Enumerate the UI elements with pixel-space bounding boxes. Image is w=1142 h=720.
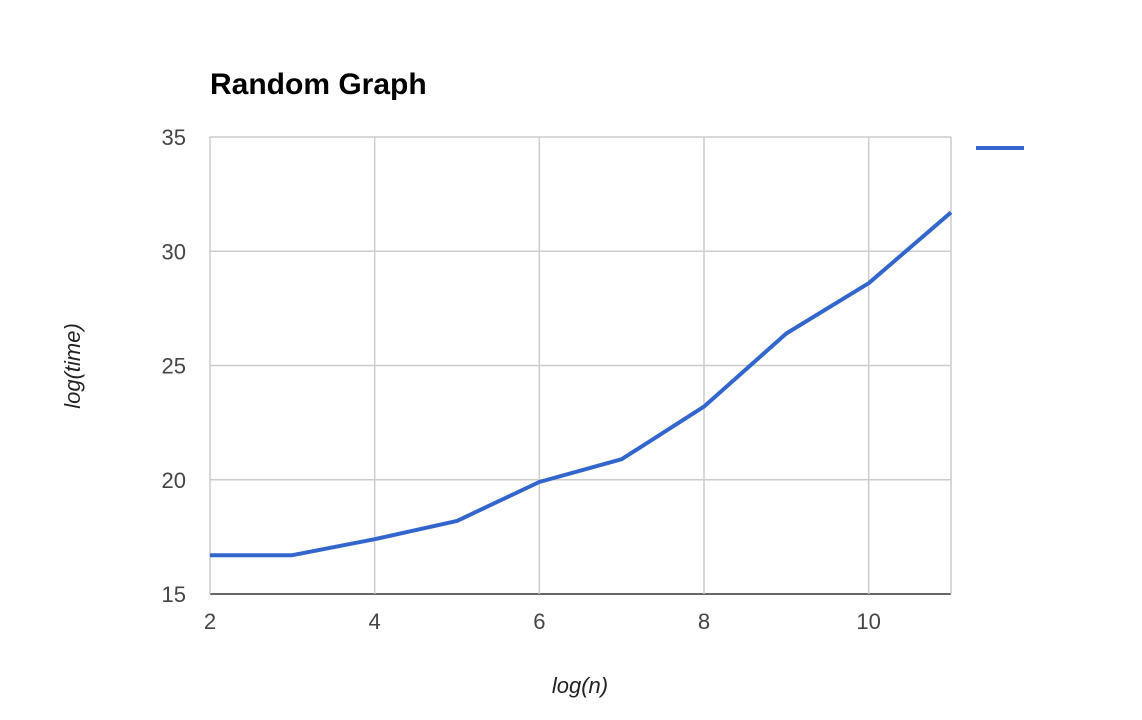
x-axis-ticks: 2 4 6 8 10: [204, 609, 881, 634]
data-point: [867, 281, 871, 285]
series-layer: [208, 210, 953, 558]
x-tick-label: 4: [369, 609, 381, 634]
grid: [209, 136, 952, 595]
data-point: [784, 332, 788, 336]
data-point: [949, 210, 953, 214]
data-point: [373, 537, 377, 541]
data-point: [208, 553, 212, 557]
x-tick-label: 6: [533, 609, 545, 634]
x-axis-title: log(n): [552, 673, 608, 698]
x-tick-label: 10: [856, 609, 880, 634]
y-tick-label: 35: [162, 125, 186, 150]
data-point: [702, 405, 706, 409]
data-point: [455, 519, 459, 523]
y-tick-label: 20: [162, 468, 186, 493]
x-tick-label: 2: [204, 609, 216, 634]
series-line: [210, 210, 953, 558]
y-tick-label: 25: [162, 354, 186, 379]
chart-title: Random Graph: [210, 68, 427, 101]
data-point: [290, 553, 294, 557]
data-point: [620, 457, 624, 461]
y-axis-ticks: 15 20 25 30 35: [162, 125, 186, 607]
data-point: [537, 480, 541, 484]
x-tick-label: 8: [698, 609, 710, 634]
y-tick-label: 30: [162, 239, 186, 264]
y-tick-label: 15: [162, 582, 186, 607]
y-axis-title: log(time): [60, 323, 85, 409]
